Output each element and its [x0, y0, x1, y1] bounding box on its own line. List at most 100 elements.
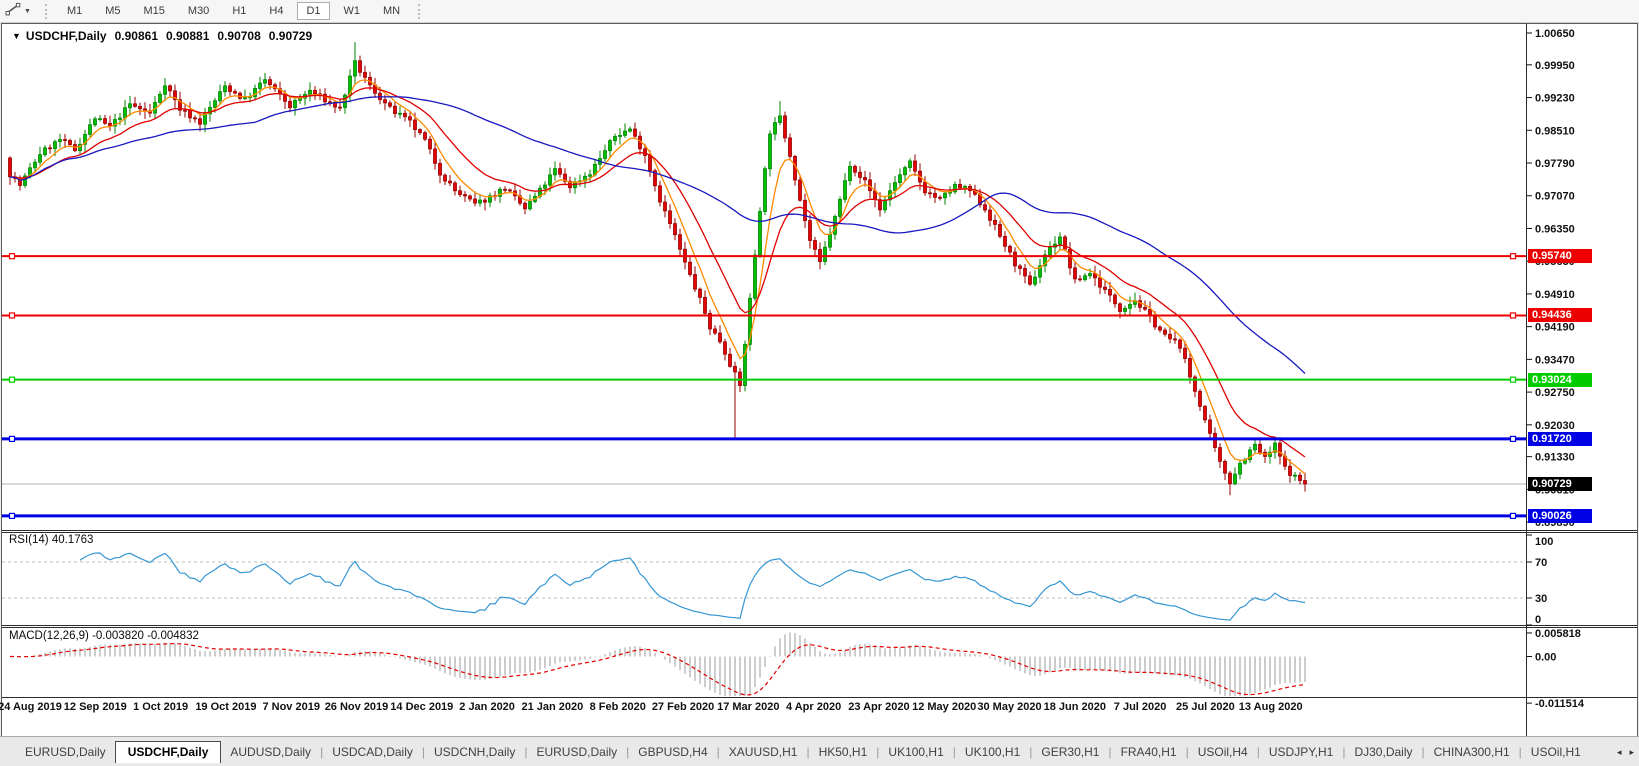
trendline-tool-icon[interactable]	[5, 2, 21, 21]
date-tick-label: 1 Oct 2019	[133, 701, 188, 713]
tool-dropdown-icon[interactable]: ▼	[24, 7, 31, 15]
line-handle[interactable]	[1509, 253, 1517, 260]
candle-body	[848, 165, 852, 182]
tab-usoil-h1[interactable]: USOil,H1	[1530, 744, 1581, 759]
price-tick-label: 0.97070	[1535, 191, 1575, 203]
candle-body	[423, 132, 427, 140]
tab-xauusd-h1[interactable]: XAUUSD,H1	[728, 744, 798, 759]
tab-uk100-h1[interactable]: UK100,H1	[888, 744, 944, 759]
candle-body	[1288, 465, 1292, 476]
line-handle[interactable]	[8, 253, 16, 260]
candle-body	[698, 288, 702, 298]
candle-body	[1093, 273, 1097, 279]
line-handle[interactable]	[1509, 435, 1517, 443]
candle-body	[263, 79, 267, 84]
timeframe-button-m30[interactable]: M30	[187, 5, 210, 17]
tab-hk50-h1[interactable]: HK50,H1	[818, 744, 868, 759]
date-tick-label: 26 Nov 2019	[325, 701, 389, 713]
line-handle[interactable]	[1509, 376, 1517, 383]
line-handle[interactable]	[8, 376, 16, 383]
tab-separator: |	[421, 745, 425, 759]
timeframe-button-mn[interactable]: MN	[383, 5, 401, 17]
tab-uk100-h1[interactable]: UK100,H1	[964, 744, 1021, 759]
candle-body	[938, 196, 942, 199]
candle-body	[83, 133, 87, 145]
tab-audusd-daily[interactable]: AUDUSD,Daily	[230, 744, 312, 759]
price-tick-label: 0.94190	[1535, 322, 1575, 334]
candle-body	[223, 85, 227, 93]
tab-scroll-right-button[interactable]: ▸	[1629, 747, 1634, 757]
candle-body	[663, 201, 667, 212]
candle-body	[228, 85, 232, 92]
candle-body	[613, 136, 617, 142]
candle-body	[268, 79, 272, 86]
tab-scroll-left-button[interactable]: ◂	[1616, 747, 1622, 757]
tab-usdchf-daily[interactable]: USDCHF,Daily	[114, 741, 222, 763]
candle-body	[908, 160, 912, 169]
candle-body	[543, 184, 547, 189]
line-handle[interactable]	[8, 312, 16, 319]
tab-ger30-h1[interactable]: GER30,H1	[1041, 744, 1100, 759]
candle-body	[933, 192, 937, 198]
candle-body	[338, 106, 342, 109]
date-tick-label: 12 Sep 2019	[64, 701, 127, 713]
candle-body	[748, 297, 752, 345]
timeframe-buttons: M1 M5 M15 M30 H1 H4 D1 W1 MN	[58, 2, 409, 20]
candle-body	[878, 199, 882, 211]
tab-dj30-daily[interactable]: DJ30,Daily	[1354, 744, 1413, 759]
tab-usoil-h4[interactable]: USOil,H4	[1197, 744, 1248, 759]
line-handle[interactable]	[8, 512, 16, 520]
tab-china300-h1[interactable]: CHINA300,H1	[1433, 744, 1510, 759]
date-axis[interactable]: 24 Aug 2019 12 Sep 2019 1 Oct 2019 19 Oct 2…	[0, 701, 1303, 713]
price-tick-label: 0.99230	[1535, 93, 1575, 105]
candle-body	[858, 171, 862, 178]
tab-usdcad-daily[interactable]: USDCAD,Daily	[332, 744, 413, 759]
timeframe-button-m1[interactable]: M1	[66, 5, 83, 17]
rsi-tick-label: 70	[1535, 557, 1547, 569]
candle-body	[1178, 339, 1182, 349]
timeframe-button-h1[interactable]: H1	[232, 5, 247, 17]
candle-body	[8, 157, 12, 178]
tab-usdcnh-daily[interactable]: USDCNH,Daily	[434, 744, 516, 759]
candle-body	[798, 179, 802, 201]
candle-body	[443, 174, 447, 182]
candle-body	[208, 106, 212, 115]
candle-body	[218, 91, 222, 102]
candle-body	[113, 119, 117, 127]
tab-separator: |	[876, 745, 880, 759]
timeframe-button-m15[interactable]: M15	[143, 5, 165, 17]
candle-body	[1193, 376, 1197, 392]
candle-body	[643, 148, 647, 156]
price-tick-label: 0.95630	[1535, 256, 1575, 268]
price-tick-label: 0.97790	[1535, 158, 1575, 170]
price-tick-label: 1.00650	[1535, 28, 1575, 40]
candle-body	[283, 93, 287, 102]
timeframe-button-m5[interactable]: M5	[105, 5, 121, 17]
tab-gbpusd-h4[interactable]: GBPUSD,H4	[638, 744, 708, 759]
timeframe-button-w1[interactable]: W1	[343, 5, 361, 17]
line-handle[interactable]	[1509, 512, 1517, 520]
tab-eurusd-daily[interactable]: EURUSD,Daily	[536, 744, 618, 759]
candle-body	[463, 194, 467, 197]
candle-body	[68, 139, 72, 145]
candle-body	[898, 174, 902, 183]
candle-body	[808, 220, 812, 241]
candle-body	[103, 118, 107, 124]
timeframe-button-h4[interactable]: H4	[269, 5, 284, 17]
line-handle[interactable]	[8, 435, 16, 443]
tab-eurusd-daily[interactable]: EURUSD,Daily	[25, 744, 106, 759]
candle-body	[293, 99, 297, 109]
date-tick-label: 13 Aug 2020	[1239, 701, 1303, 713]
candle-body	[1183, 347, 1187, 359]
candle-body	[688, 261, 692, 275]
tab-fra40-h1[interactable]: FRA40,H1	[1120, 744, 1177, 759]
tab-usdjpy-h1[interactable]: USDJPY,H1	[1268, 744, 1334, 759]
candle-body	[693, 274, 697, 290]
candle-body	[843, 180, 847, 200]
line-handle[interactable]	[1509, 312, 1517, 319]
candle-body	[398, 112, 402, 115]
timeframe-button-d1[interactable]: D1	[297, 2, 330, 20]
candle-body	[913, 160, 917, 172]
tab-separator: |	[1518, 745, 1522, 759]
